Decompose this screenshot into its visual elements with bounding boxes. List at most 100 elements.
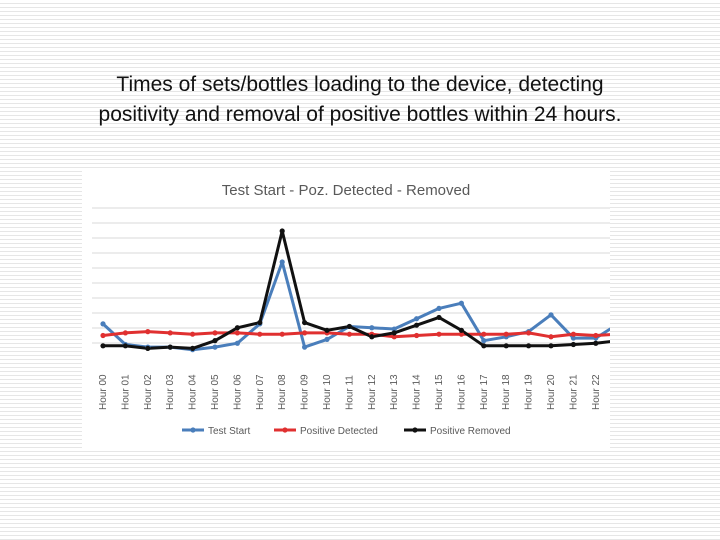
data-point — [212, 338, 218, 344]
data-point — [212, 344, 218, 350]
data-point — [122, 330, 128, 336]
data-point — [369, 325, 375, 331]
data-point — [593, 332, 599, 339]
data-point — [481, 343, 487, 349]
data-point — [100, 321, 106, 327]
data-point — [234, 325, 240, 331]
legend-label: Positive Detected — [300, 426, 378, 437]
slide-title: Times of sets/bottles loading to the dev… — [0, 70, 720, 130]
data-point — [436, 305, 442, 311]
slide-title-line-2: positivity and removal of positive bottl… — [98, 103, 622, 126]
data-point — [212, 330, 218, 336]
data-point — [436, 331, 442, 337]
x-tick-label: Hour 02 — [143, 374, 154, 410]
x-tick-label: Hour 00 — [98, 374, 109, 410]
x-axis-tick-labels: Hour 00 Hour 01 Hour 02 Hour 03 Hour 04 Hour … — [98, 374, 602, 410]
x-tick-label: Hour 17 — [479, 374, 490, 410]
data-point — [279, 331, 285, 337]
data-point — [346, 323, 352, 330]
data-point — [458, 300, 464, 306]
data-point — [167, 344, 173, 350]
data-point — [548, 312, 554, 318]
legend-label: Test Start — [208, 426, 250, 437]
data-point — [257, 331, 263, 337]
x-tick-label: Hour 16 — [456, 374, 467, 410]
x-tick-label: Hour 06 — [232, 374, 243, 410]
data-point — [190, 345, 196, 351]
data-point — [548, 334, 554, 340]
data-point — [346, 331, 352, 337]
data-point — [414, 322, 420, 328]
data-point — [570, 341, 576, 348]
data-point — [302, 344, 308, 350]
data-point — [167, 330, 173, 336]
data-point — [414, 332, 420, 339]
line-chart: Test Start - Poz. Detected - Removed Hou… — [82, 170, 610, 450]
data-point — [414, 316, 420, 322]
x-tick-label: Hour 01 — [120, 374, 131, 410]
series-line — [101, 260, 610, 352]
data-point — [481, 338, 487, 344]
chart-svg: Test Start - Poz. Detected - Removed Hou… — [92, 182, 610, 437]
data-point — [279, 228, 285, 234]
x-tick-label: Hour 12 — [367, 374, 378, 410]
data-point — [122, 343, 128, 349]
x-tick-label: Hour 11 — [344, 375, 355, 410]
series-line — [102, 330, 610, 339]
data-point — [145, 329, 151, 335]
x-tick-label: Hour 14 — [412, 374, 423, 410]
data-point — [503, 331, 509, 337]
legend-label: Positive Removed — [430, 426, 511, 437]
x-tick-label: Hour 04 — [188, 374, 199, 410]
chart-gridlines — [92, 207, 610, 344]
data-point — [302, 330, 308, 336]
legend-marker — [412, 427, 418, 433]
series-lines — [101, 229, 610, 352]
data-point — [100, 343, 106, 349]
x-tick-label: Hour 08 — [277, 374, 288, 410]
data-point — [391, 334, 397, 340]
x-tick-label: Hour 22 — [591, 374, 602, 410]
data-point — [458, 327, 464, 333]
x-tick-label: Hour 03 — [165, 374, 176, 410]
data-point — [369, 334, 375, 340]
chart-legend: Test Start Positive Detected Positive Remo… — [182, 426, 511, 437]
data-point — [190, 331, 196, 337]
data-point — [257, 319, 263, 326]
data-point — [436, 314, 442, 321]
data-point — [324, 336, 330, 342]
data-point — [324, 327, 330, 333]
chart-title: Test Start - Poz. Detected - Removed — [222, 182, 470, 199]
legend-marker — [190, 427, 196, 433]
data-point — [526, 330, 532, 336]
data-point — [302, 319, 308, 326]
slide-title-line-1: Times of sets/bottles loading to the dev… — [116, 73, 604, 96]
data-point — [481, 331, 487, 337]
x-tick-label: Hour 09 — [300, 374, 311, 410]
x-tick-label: Hour 15 — [434, 374, 445, 410]
data-point — [570, 335, 576, 341]
data-point — [234, 330, 240, 336]
data-point — [526, 343, 532, 349]
data-point — [100, 332, 106, 339]
data-point — [234, 340, 240, 346]
data-point — [145, 345, 151, 351]
x-tick-label: Hour 18 — [501, 374, 512, 410]
data-point — [458, 331, 464, 337]
data-point — [503, 343, 509, 349]
data-point — [570, 331, 576, 337]
series-points — [100, 228, 599, 353]
x-tick-label: Hour 07 — [255, 374, 266, 410]
x-tick-label: Hour 19 — [524, 374, 535, 410]
data-point — [548, 343, 554, 349]
legend-marker — [282, 427, 288, 433]
data-point — [279, 259, 285, 265]
data-point — [391, 326, 397, 332]
x-tick-label: Hour 13 — [389, 374, 400, 410]
x-tick-label: Hour 05 — [210, 374, 221, 410]
x-tick-label: Hour 10 — [322, 374, 333, 410]
data-point — [391, 330, 397, 336]
series-line — [103, 229, 610, 350]
data-point — [593, 340, 599, 346]
x-tick-label: Hour 20 — [546, 374, 557, 410]
